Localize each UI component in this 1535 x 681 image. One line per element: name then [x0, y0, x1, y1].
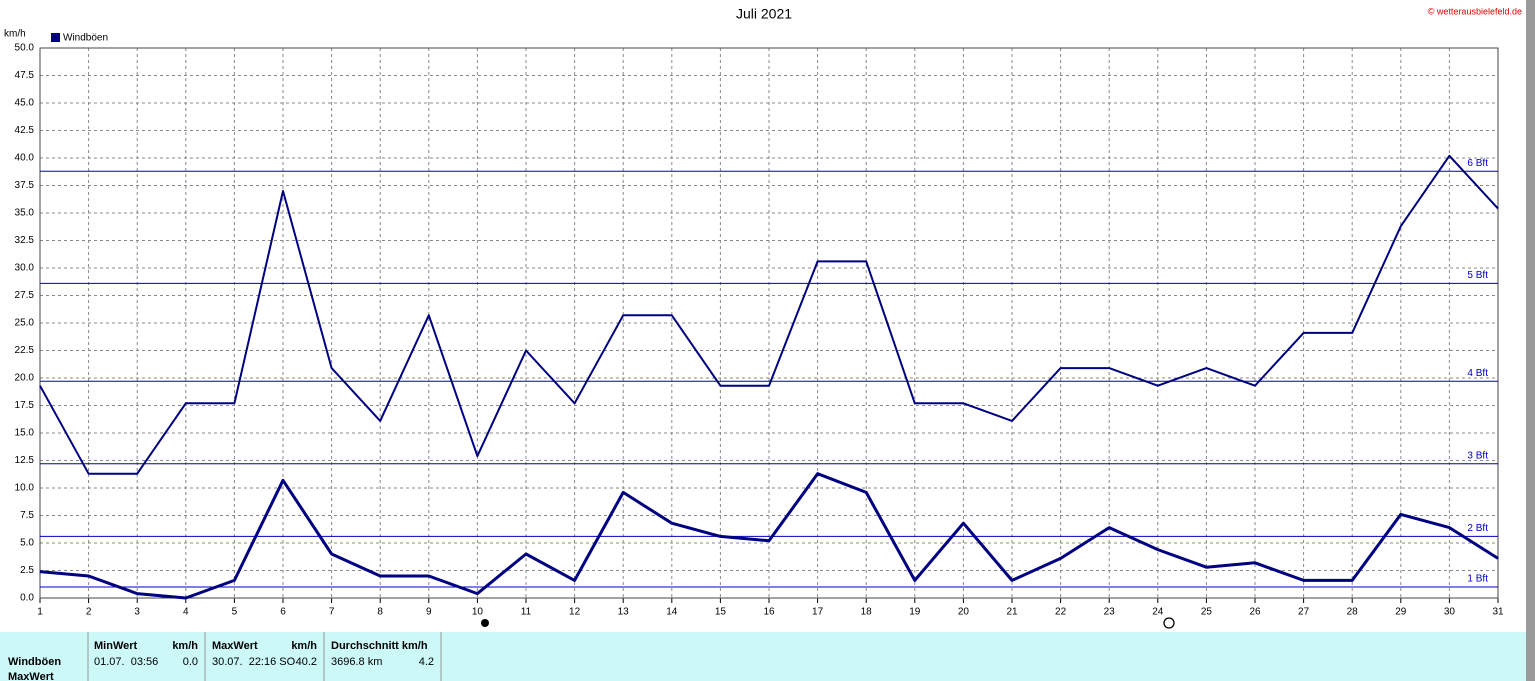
y-tick-label: 45.0: [15, 98, 35, 109]
x-tick-label: 30: [1444, 607, 1456, 618]
y-tick-label: 10.0: [15, 483, 35, 494]
table-cell: 30.07. 22:16 SO: [212, 656, 296, 668]
y-tick-label: 40.0: [15, 153, 35, 164]
y-tick-label: 0.0: [20, 593, 34, 604]
y-tick-label: 32.5: [15, 235, 35, 246]
x-tick-label: 22: [1055, 607, 1067, 618]
x-tick-label: 28: [1347, 607, 1359, 618]
y-tick-label: 17.5: [15, 400, 35, 411]
beaufort-label: 2 Bft: [1467, 523, 1488, 534]
table-cell: 0.0: [183, 656, 198, 668]
x-tick-label: 21: [1006, 607, 1018, 618]
plot-frame: [39, 47, 1499, 599]
legend-swatch: [51, 33, 60, 42]
table-cell: 4.2: [419, 656, 434, 668]
x-tick-label: 13: [618, 607, 630, 618]
source: © wetterausbielefeld.de: [1428, 6, 1522, 16]
x-tick-label: 5: [232, 607, 238, 618]
y-tick-label: 47.5: [15, 70, 35, 81]
x-tick-label: 15: [715, 607, 727, 618]
x-tick-label: 1: [37, 607, 43, 618]
y-tick-label: 25.0: [15, 318, 35, 329]
series-line: [39, 154, 1499, 475]
y-tick-label: 2.5: [20, 565, 34, 576]
y-tick-label: 42.5: [15, 125, 35, 136]
beaufort-label: 4 Bft: [1467, 368, 1488, 379]
beaufort-label: 3 Bft: [1467, 450, 1488, 461]
x-tick-label: 12: [569, 607, 581, 618]
table-cell: 3696.8 km: [331, 656, 382, 668]
x-tick-label: 6: [280, 607, 286, 618]
legend-label: Windböen: [63, 33, 108, 44]
y-tick-label: 20.0: [15, 373, 35, 384]
table-cell: 01.07. 03:56: [94, 656, 158, 668]
x-tick-label: 31: [1492, 607, 1504, 618]
x-tick-label: 24: [1152, 607, 1164, 618]
y-tick-label: 37.5: [15, 180, 35, 191]
x-tick-label: 4: [183, 607, 189, 618]
y-tick-label: 50.0: [15, 43, 35, 54]
x-tick-label: 27: [1298, 607, 1310, 618]
table-header: MinWert: [94, 640, 138, 652]
x-tick-label: 19: [909, 607, 921, 618]
x-tick-label: 17: [812, 607, 824, 618]
x-tick-label: 26: [1249, 607, 1261, 618]
x-tick-label: 18: [861, 607, 873, 618]
y-tick-label: 35.0: [15, 208, 35, 219]
x-tick-label: 2: [86, 607, 92, 618]
y-tick-label: 15.0: [15, 428, 35, 439]
new-moon-icon: [481, 619, 489, 627]
beaufort-label: 6 Bft: [1467, 158, 1488, 169]
x-tick-label: 11: [521, 607, 532, 618]
y-tick-label: 22.5: [15, 345, 35, 356]
x-tick-label: 9: [426, 607, 432, 618]
row-label: Windböen: [8, 656, 61, 668]
x-tick-label: 29: [1395, 607, 1407, 618]
y-tick-label: 30.0: [15, 263, 35, 274]
stats-panel: [0, 632, 1526, 681]
row-label: MaxWert: [8, 671, 54, 681]
table-header: Durchschnitt km/h: [331, 640, 428, 652]
y-tick-label: 5.0: [20, 538, 34, 549]
beaufort-label: 5 Bft: [1467, 270, 1488, 281]
table-dividers: [87, 632, 442, 681]
y-tick-label: 12.5: [15, 455, 35, 466]
table-header: km/h: [291, 640, 317, 652]
x-tick-label: 14: [666, 607, 678, 618]
table-header: km/h: [172, 640, 198, 652]
x-tick-label: 10: [472, 607, 484, 618]
x-tick-label: 16: [763, 607, 775, 618]
full-moon-icon: [1163, 617, 1175, 629]
x-tick-label: 8: [377, 607, 383, 618]
y-axis-unit: km/h: [4, 29, 26, 40]
x-tick-label: 23: [1104, 607, 1116, 618]
y-tick-label: 27.5: [15, 290, 35, 301]
series-line: [39, 472, 1499, 600]
chart-title: Juli 2021: [736, 6, 792, 22]
table-cell: 40.2: [296, 656, 317, 668]
x-tick-label: 3: [134, 607, 140, 618]
x-tick-label: 20: [958, 607, 970, 618]
x-tick-label: 7: [329, 607, 335, 618]
x-tick-label: 25: [1201, 607, 1213, 618]
y-tick-label: 7.5: [20, 510, 34, 521]
beaufort-label: 1 Bft: [1467, 574, 1488, 585]
window-edge: [1526, 0, 1535, 681]
table-header: MaxWert: [212, 640, 258, 652]
